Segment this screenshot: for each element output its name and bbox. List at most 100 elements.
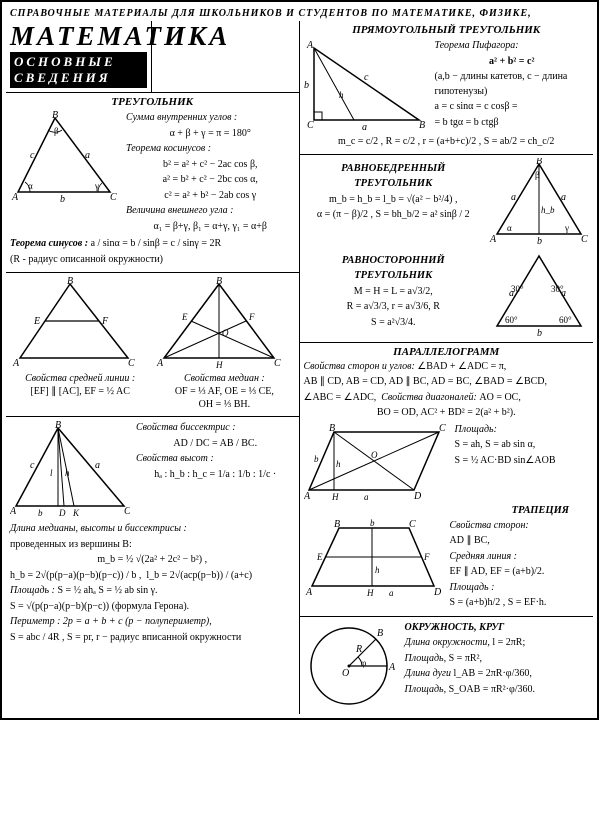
svg-text:C: C	[128, 358, 135, 369]
svg-text:h: h	[65, 468, 70, 478]
svg-text:a: a	[362, 122, 367, 133]
svg-text:F: F	[101, 316, 109, 327]
right-column: ПРЯМОУГОЛЬНЫЙ ТРЕУГОЛЬНИК A С B b a c	[300, 21, 594, 714]
svg-text:c: c	[364, 72, 369, 83]
svg-text:c: c	[30, 150, 35, 161]
svg-text:H: H	[331, 492, 339, 502]
svg-text:E: E	[33, 316, 40, 327]
svg-text:a: a	[511, 192, 516, 203]
svg-text:B: B	[52, 110, 58, 121]
midline-right: B A C E F O H Свойства медиан : OF = ⅓ A…	[154, 276, 294, 412]
svg-text:γ: γ	[564, 223, 569, 233]
svg-text:H: H	[215, 360, 223, 370]
svg-text:C: C	[110, 192, 117, 203]
svg-text:h: h	[336, 459, 341, 469]
svg-text:B: B	[419, 120, 425, 131]
reference-page: СПРАВОЧНЫЕ МАТЕРИАЛЫ ДЛЯ ШКОЛЬНИКОВ И СТ…	[0, 0, 599, 720]
svg-text:β: β	[54, 126, 59, 136]
svg-text:α: α	[507, 223, 512, 233]
section-isosceles: РАВНОБЕДРЕННЫЙ ТРЕУГОЛЬНИК m_b = h_b = l…	[300, 154, 594, 342]
svg-text:D: D	[433, 587, 442, 598]
svg-text:60°: 60°	[559, 315, 572, 325]
svg-text:D: D	[58, 508, 66, 518]
svg-text:b: b	[537, 236, 542, 246]
svg-text:B: B	[377, 628, 383, 639]
svg-text:C: C	[274, 358, 281, 369]
svg-text:O: O	[222, 328, 229, 338]
svg-text:b: b	[370, 518, 375, 528]
svg-text:R: R	[355, 644, 362, 655]
svg-text:h: h	[375, 565, 380, 575]
svg-text:F: F	[423, 552, 430, 562]
svg-text:b: b	[60, 194, 65, 205]
svg-text:a: a	[561, 192, 566, 203]
bisector-formulas: Свойства биссектрис : AD / DC = AB / BC.…	[136, 420, 295, 483]
svg-text:B: B	[67, 276, 73, 287]
svg-text:O: O	[342, 668, 349, 679]
trap-diagram: B b C A D E F H a h	[304, 518, 444, 598]
iso-diagram: B A C a a b β α γ h_b	[489, 158, 589, 246]
section-right-triangle: ПРЯМОУГОЛЬНЫЙ ТРЕУГОЛЬНИК A С B b a c	[300, 21, 594, 154]
iso-formulas: РАВНОБЕДРЕННЫЙ ТРЕУГОЛЬНИК m_b = h_b = l…	[304, 158, 484, 224]
left-column: МАТЕМАТИКА ОСНОВНЫЕ СВЕДЕНИЯ ТРЕУГОЛЬНИК…	[6, 21, 300, 714]
right-tri-extras: m_c = c/2 , R = c/2 , r = (a+b+c)/2 , S …	[304, 135, 590, 150]
svg-text:h_b: h_b	[541, 205, 555, 215]
circle-diagram: O R φ B A	[304, 620, 399, 710]
svg-text:b: b	[314, 454, 319, 464]
svg-text:D: D	[413, 491, 422, 502]
svg-text:l: l	[50, 468, 53, 478]
svg-text:O: O	[371, 450, 378, 460]
median-diagram: B A C E F O H	[154, 276, 284, 371]
bisector-below: Длина медианы, высоты и биссектрисы : пр…	[10, 522, 295, 645]
svg-text:60°: 60°	[505, 315, 518, 325]
svg-text:A: A	[304, 491, 311, 502]
right-tri-title: ПРЯМОУГОЛЬНЫЙ ТРЕУГОЛЬНИК	[304, 24, 590, 36]
section-triangle: ТРЕУГОЛЬНИК B A C β α γ c a	[6, 92, 299, 272]
svg-text:b: b	[38, 508, 43, 518]
svg-text:С: С	[307, 120, 314, 131]
right-tri-formulas: Теорема Пифагора: a² + b² = c² (a,b − дл…	[435, 38, 590, 131]
svg-text:C: C	[439, 423, 446, 434]
triangle-diagram: B A C β α γ c a b	[10, 110, 120, 205]
svg-text:a: a	[509, 288, 514, 299]
svg-text:B: B	[216, 276, 222, 287]
svg-text:a: a	[85, 150, 90, 161]
svg-text:B: B	[329, 423, 335, 434]
svg-text:E: E	[316, 552, 323, 562]
section-bisector: B A C c a b D K l h Свойств	[6, 416, 299, 650]
section-midline: B A C E F Свойства средней линии : [EF] …	[6, 272, 299, 416]
triangle-title: ТРЕУГОЛЬНИК	[10, 96, 295, 108]
svg-text:φ: φ	[361, 658, 366, 668]
svg-text:B: B	[334, 519, 340, 530]
triangle-formulas: Сумма внутренних углов : α + β + γ = π =…	[126, 110, 295, 235]
topline: СПРАВОЧНЫЕ МАТЕРИАЛЫ ДЛЯ ШКОЛЬНИКОВ И СТ…	[6, 6, 593, 21]
title-block: МАТЕМАТИКА ОСНОВНЫЕ СВЕДЕНИЯ	[6, 21, 152, 92]
svg-text:A: A	[11, 192, 19, 203]
section-circle: O R φ B A ОКРУЖНОСТЬ, КРУГ Длина окружно…	[300, 616, 594, 714]
midline-diagram: B A C E F	[10, 276, 140, 371]
svg-text:B: B	[536, 158, 542, 167]
svg-text:b: b	[537, 328, 542, 338]
svg-text:a: a	[95, 460, 100, 471]
svg-text:A: A	[12, 358, 20, 369]
svg-text:H: H	[366, 588, 374, 598]
svg-text:a: a	[364, 492, 369, 502]
svg-text:a: a	[561, 288, 566, 299]
svg-text:E: E	[181, 312, 188, 322]
svg-text:A: A	[306, 40, 314, 51]
svg-text:B: B	[55, 420, 61, 431]
para-area: Площадь: S = ah, S = ab sin α, S = ½ AC·…	[455, 422, 590, 470]
svg-text:h: h	[339, 90, 344, 100]
section-parallelogram: ПАРАЛЛЕЛОГРАММ Свойства сторон и углов: …	[300, 342, 594, 616]
svg-text:A: A	[388, 662, 396, 673]
svg-text:C: C	[581, 234, 588, 245]
svg-text:A: A	[489, 234, 497, 245]
subtitle: ОСНОВНЫЕ СВЕДЕНИЯ	[10, 52, 147, 88]
svg-text:β: β	[535, 170, 540, 180]
midline-left: B A C E F Свойства средней линии : [EF] …	[10, 276, 150, 412]
right-tri-diagram: A С B b a c h	[304, 38, 429, 133]
svg-text:A: A	[305, 587, 313, 598]
svg-text:F: F	[248, 312, 255, 322]
svg-text:C: C	[409, 519, 416, 530]
svg-text:A: A	[156, 358, 164, 369]
